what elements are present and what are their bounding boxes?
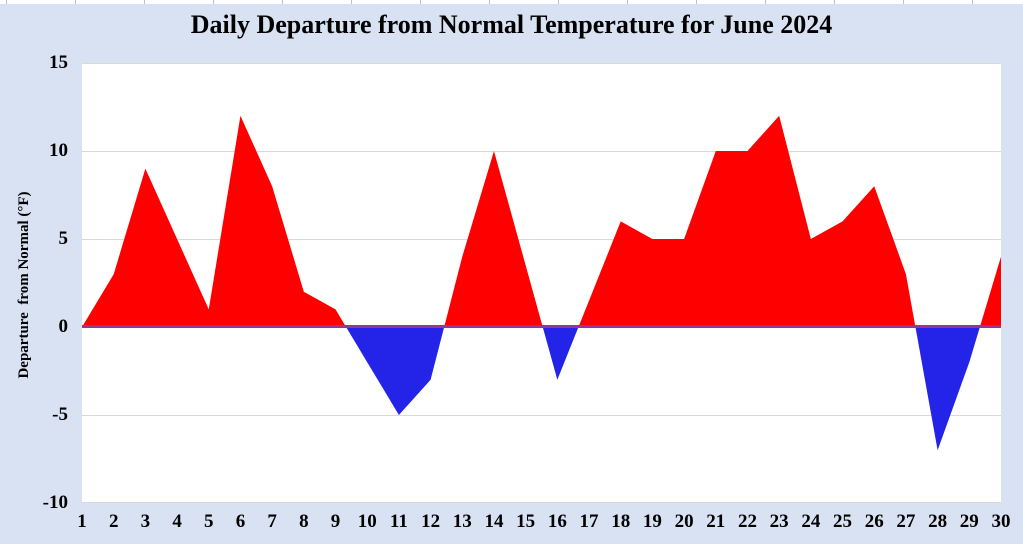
x-axis-tick-label: 18 bbox=[611, 511, 631, 532]
y-axis-title: Departure from Normal (°F) bbox=[16, 191, 32, 379]
x-axis-tick-label: 26 bbox=[864, 511, 884, 532]
x-axis-tick-label: 27 bbox=[896, 511, 916, 532]
plot-area bbox=[82, 63, 1001, 503]
x-axis-tick-label: 25 bbox=[833, 511, 853, 532]
y-axis-tick-label: 15 bbox=[49, 52, 68, 73]
x-axis-tick-label: 3 bbox=[140, 511, 151, 532]
y-axis-tick-label: 10 bbox=[49, 140, 68, 161]
above-normal-area bbox=[82, 115, 1001, 327]
column-border-tick bbox=[489, 0, 490, 4]
column-border-tick bbox=[420, 0, 421, 4]
x-axis-tick-label: 30 bbox=[991, 511, 1011, 532]
y-axis-tick-label: -10 bbox=[42, 492, 68, 513]
x-axis-tick-label: 7 bbox=[267, 511, 277, 532]
column-border-tick bbox=[351, 0, 352, 4]
x-axis-tick-label: 28 bbox=[928, 511, 948, 532]
y-gridline bbox=[82, 239, 1001, 240]
x-axis-tick-label: 17 bbox=[579, 511, 599, 532]
column-border-tick bbox=[282, 0, 283, 4]
column-border-tick bbox=[213, 0, 214, 4]
x-axis-tick-label: 4 bbox=[172, 511, 182, 532]
x-axis-tick-label: 16 bbox=[547, 511, 567, 532]
y-gridline bbox=[82, 502, 1001, 503]
y-axis-tick-label: 0 bbox=[58, 316, 69, 337]
column-border-tick bbox=[765, 0, 766, 4]
x-axis-tick-label: 10 bbox=[357, 511, 377, 532]
x-axis-tick-label: 20 bbox=[674, 511, 694, 532]
chart-title: Daily Departure from Normal Temperature … bbox=[190, 10, 833, 39]
x-axis-tick-label: 2 bbox=[108, 511, 119, 532]
y-axis-tick-label: -5 bbox=[52, 404, 68, 425]
column-border-tick bbox=[6, 0, 7, 4]
x-axis-tick-label: 11 bbox=[389, 511, 408, 532]
spreadsheet-edge-strip bbox=[0, 0, 1023, 4]
y-axis-tick-label: 5 bbox=[58, 228, 69, 249]
column-border-tick bbox=[834, 0, 835, 4]
x-axis-tick-label: 6 bbox=[235, 511, 246, 532]
x-axis-tick-label: 13 bbox=[452, 511, 472, 532]
x-axis-tick-label: 15 bbox=[516, 511, 536, 532]
column-border-tick bbox=[972, 0, 973, 4]
y-gridline bbox=[82, 415, 1001, 416]
column-border-tick bbox=[144, 0, 145, 4]
y-gridline bbox=[82, 151, 1001, 152]
column-border-tick bbox=[75, 0, 76, 4]
column-border-tick bbox=[627, 0, 628, 4]
zero-reference-line bbox=[82, 325, 1001, 328]
x-axis-tick-label: 8 bbox=[299, 511, 309, 532]
x-axis-tick-label: 19 bbox=[642, 511, 662, 532]
x-axis-tick-label: 22 bbox=[737, 511, 757, 532]
x-axis-tick-label: 24 bbox=[801, 511, 821, 532]
x-axis-tick-label: 21 bbox=[706, 511, 726, 532]
y-gridline bbox=[82, 63, 1001, 64]
column-border-tick bbox=[696, 0, 697, 4]
column-border-tick bbox=[903, 0, 904, 4]
x-axis-tick-label: 14 bbox=[484, 511, 504, 532]
x-axis-tick-label: 29 bbox=[959, 511, 979, 532]
x-axis-tick-label: 5 bbox=[204, 511, 214, 532]
x-axis-tick-label: 9 bbox=[330, 511, 341, 532]
x-axis-tick-label: 23 bbox=[769, 511, 789, 532]
temperature-departure-area-chart bbox=[82, 115, 1001, 451]
x-axis-tick-label: 1 bbox=[77, 511, 87, 532]
x-axis-tick-label: 12 bbox=[421, 511, 441, 532]
column-border-tick bbox=[558, 0, 559, 4]
